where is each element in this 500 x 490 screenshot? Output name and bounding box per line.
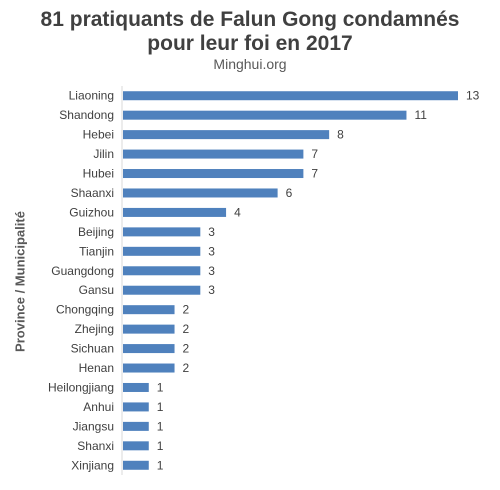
data-label: 4 xyxy=(234,205,241,219)
data-label: 2 xyxy=(183,303,190,317)
bar xyxy=(123,344,175,354)
bar xyxy=(123,421,149,431)
category-label: Guizhou xyxy=(69,205,114,219)
bar xyxy=(123,188,278,198)
bar xyxy=(123,460,149,470)
data-label: 7 xyxy=(311,147,318,161)
bar xyxy=(123,149,304,159)
category-label: Heilongjiang xyxy=(48,380,114,394)
category-label: Shandong xyxy=(59,108,114,122)
bar xyxy=(123,227,201,237)
data-label: 8 xyxy=(337,128,344,142)
bar xyxy=(123,266,201,276)
category-label: Shanxi xyxy=(77,439,114,453)
data-label: 6 xyxy=(286,186,293,200)
category-label: Tianjin xyxy=(79,244,114,258)
category-label: Hebei xyxy=(83,128,114,142)
bar xyxy=(123,110,407,120)
bar xyxy=(123,246,201,256)
category-label: Henan xyxy=(79,361,114,375)
category-label: Anhui xyxy=(83,400,114,414)
data-label: 1 xyxy=(157,400,164,414)
category-label: Jiangsu xyxy=(73,419,114,433)
bar xyxy=(123,324,175,334)
data-label: 2 xyxy=(183,361,190,375)
data-label: 7 xyxy=(311,167,318,181)
bar xyxy=(123,169,304,179)
category-label: Guangdong xyxy=(51,264,114,278)
data-label: 3 xyxy=(208,264,215,278)
data-label: 1 xyxy=(157,380,164,394)
category-label: Chongqing xyxy=(56,303,114,317)
bar xyxy=(123,363,175,373)
category-label: Xinjiang xyxy=(71,458,114,472)
data-label: 11 xyxy=(414,108,427,122)
data-label: 1 xyxy=(157,458,164,472)
bar xyxy=(123,130,330,140)
category-label: Zhejing xyxy=(75,322,114,336)
category-label: Beijing xyxy=(78,225,114,239)
data-label: 3 xyxy=(208,225,215,239)
bar xyxy=(123,207,227,217)
bar xyxy=(123,305,175,315)
category-label: Shaanxi xyxy=(71,186,114,200)
data-label: 13 xyxy=(466,89,480,103)
data-label: 1 xyxy=(157,439,164,453)
data-label: 1 xyxy=(157,419,164,433)
data-label: 3 xyxy=(208,283,215,297)
bar xyxy=(123,382,149,392)
category-label: Hubei xyxy=(83,167,114,181)
category-label: Jilin xyxy=(93,147,114,161)
bar xyxy=(123,441,149,451)
data-label: 2 xyxy=(183,342,190,356)
chart-title: 81 pratiquants de Falun Gong condamnés p… xyxy=(40,8,460,55)
category-label: Sichuan xyxy=(71,342,114,356)
bar xyxy=(123,402,149,412)
data-label: 2 xyxy=(183,322,190,336)
bar xyxy=(123,91,458,101)
data-label: 3 xyxy=(208,244,215,258)
category-label: Gansu xyxy=(79,283,114,297)
bar xyxy=(123,285,201,295)
chart-subtitle: Minghui.org xyxy=(213,56,287,72)
category-label: Liaoning xyxy=(69,89,114,103)
